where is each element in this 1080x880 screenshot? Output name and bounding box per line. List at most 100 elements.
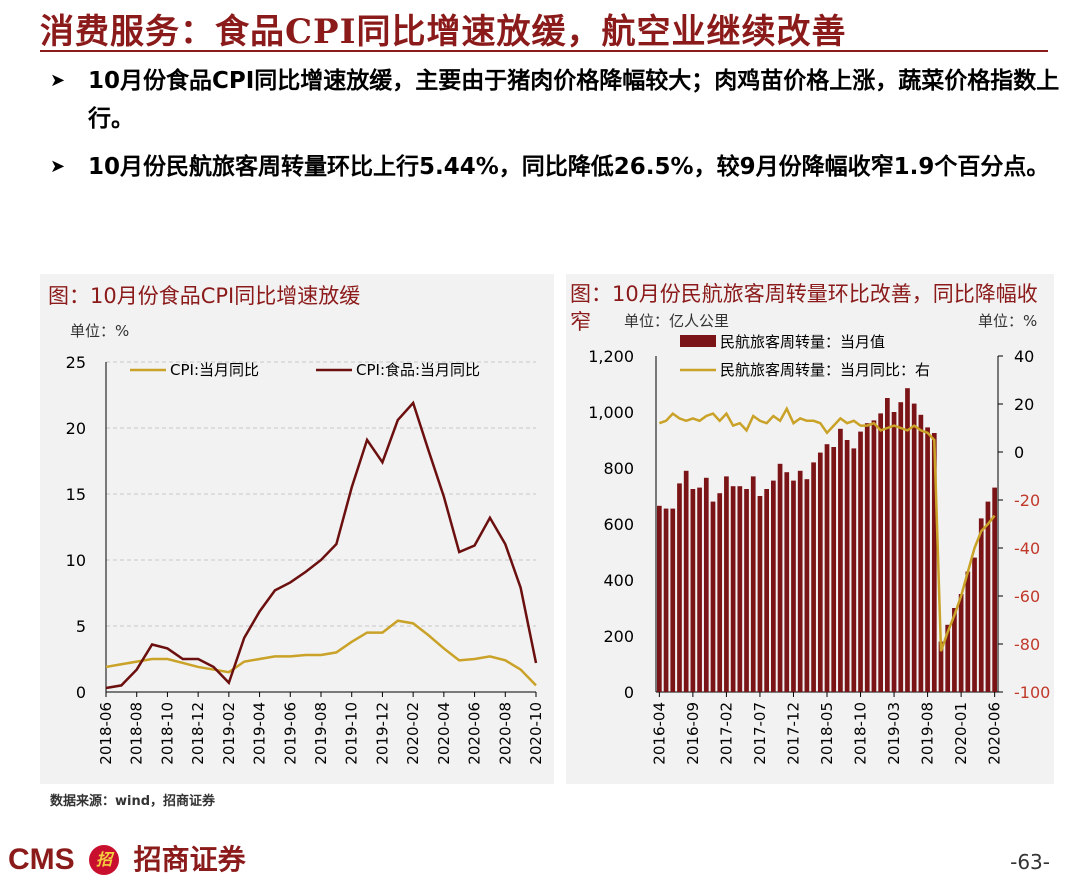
bar	[657, 505, 662, 692]
x-tick-label: 2020-10	[527, 702, 545, 765]
cpi-chart-panel: 图：10月份食品CPI同比增速放缓 单位：% 0 5 10 15 20 25 2018-06…	[40, 274, 554, 784]
aviation-chart-title: 图：10月份民航旅客周转量环比改善，同比降幅收窄	[570, 282, 1038, 334]
legend-label: CPI:食品:当月同比	[356, 361, 480, 379]
aviation-unit-left: 单位：亿人公里	[624, 312, 730, 330]
cpi-series-line	[105, 619, 537, 687]
company-logo: CMS 招 招商证券	[8, 838, 246, 878]
bar	[985, 501, 991, 692]
bullet-item-1: ➤ 10月份食品CPI同比增速放缓，主要由于猪肉价格降幅较大；肉鸡苗价格上涨，蔬…	[50, 62, 1060, 138]
x-tick-label: 2018-10	[852, 702, 870, 765]
y-right-tick-label: -60	[1014, 587, 1040, 606]
y-tick-label: 10	[66, 551, 86, 570]
bar	[972, 557, 977, 692]
bar	[750, 476, 756, 692]
x-tick-label: 2019-04	[251, 702, 269, 765]
bar	[978, 518, 984, 692]
y-tick-label: 25	[66, 353, 86, 372]
yoy-ratio-line	[658, 406, 996, 652]
x-tick-label: 2018-12	[189, 702, 207, 765]
x-tick-label: 2020-06	[986, 702, 1004, 765]
x-tick-label: 2016-09	[684, 702, 702, 765]
bar	[777, 463, 783, 692]
bar	[824, 444, 830, 692]
x-tick-label: 2017-02	[717, 702, 735, 765]
bar	[905, 388, 910, 692]
bullet-item-2: ➤ 10月份民航旅客周转量环比上行5.44%，同比降低26.5%，较9月份降幅收…	[50, 148, 1060, 186]
bar	[958, 594, 964, 692]
bar	[838, 428, 843, 692]
x-tick-label: 2018-10	[158, 702, 176, 765]
food-cpi-series-line	[105, 400, 538, 690]
y-left-tick-label: 0	[624, 683, 634, 702]
title-divider	[40, 50, 1048, 52]
y-tick-label: 15	[66, 485, 86, 504]
x-tick-label: 2018-05	[818, 702, 836, 765]
y-right-tick-label: 20	[1014, 395, 1034, 414]
y-left-tick-label: 400	[603, 571, 634, 590]
x-tick-label: 2019-03	[885, 702, 903, 765]
legend-label: CPI:当月同比	[170, 361, 259, 379]
y-left-tick-label: 1,000	[588, 403, 634, 422]
bar	[724, 476, 729, 692]
y-tick-label: 20	[66, 419, 86, 438]
bar	[938, 641, 944, 692]
y-left-tick-label: 800	[603, 459, 634, 478]
bar	[663, 508, 669, 692]
bar	[683, 470, 689, 692]
bar	[871, 420, 877, 692]
bar	[885, 398, 890, 692]
x-tick-label: 2020-04	[435, 702, 453, 765]
bar	[710, 501, 716, 692]
bar	[965, 571, 971, 692]
bar	[817, 452, 823, 692]
bar	[891, 412, 897, 692]
y-left-tick-label: 600	[603, 515, 634, 534]
logo-badge-icon: 招	[89, 845, 120, 875]
x-tick-label: 2018-06	[97, 702, 115, 765]
bar	[791, 480, 796, 692]
bar	[898, 402, 904, 692]
y-right-tick-label: -80	[1014, 635, 1040, 654]
bar	[952, 608, 957, 692]
arrow-bullet-icon: ➤	[50, 70, 66, 91]
x-tick-label: 2020-01	[952, 702, 970, 765]
bar	[697, 487, 702, 692]
y-right-tick-label: -40	[1014, 539, 1040, 558]
bar	[670, 508, 676, 692]
bar	[784, 472, 790, 692]
bar	[864, 423, 870, 692]
y-right-tick-label: -20	[1014, 491, 1040, 510]
bar	[811, 462, 816, 692]
x-tick-label: 2020-06	[466, 702, 484, 765]
x-tick-label: 2019-10	[343, 702, 361, 765]
arrow-bullet-icon: ➤	[50, 156, 66, 177]
bar	[737, 486, 743, 692]
bar	[677, 483, 682, 692]
cpi-chart: 0 5 10 15 20 25 2018-06 2018-08 2018-10 2018-12 20…	[66, 353, 545, 765]
y-right-tick-label: -100	[1014, 683, 1050, 702]
logo-cms-text: CMS	[8, 843, 75, 876]
page-number: -63-	[1010, 850, 1050, 874]
bar	[858, 431, 863, 692]
bar	[757, 496, 763, 692]
aviation-chart: 0 200 400 600 800 1,000 1,200 -100 -80 -60 -40 -20 0…	[588, 333, 1050, 765]
y-left-tick-label: 1,200	[588, 347, 634, 366]
x-tick-label: 2019-12	[373, 702, 391, 765]
x-tick-label: 2016-04	[650, 702, 668, 765]
logo-company-name: 招商证券	[133, 843, 246, 876]
y-right-tick-label: 40	[1014, 347, 1034, 366]
bar	[878, 413, 883, 692]
bar	[831, 447, 837, 692]
y-tick-label: 0	[76, 683, 86, 702]
bar	[744, 489, 749, 692]
x-tick-label: 2017-12	[784, 702, 802, 765]
aviation-unit-right: 单位：%	[978, 312, 1038, 330]
bar	[764, 489, 769, 692]
bar	[771, 480, 776, 692]
legend-label: 民航旅客周转量：当月同比：右	[720, 361, 930, 379]
bar	[945, 624, 951, 692]
x-tick-label: 2020-02	[404, 702, 422, 765]
x-tick-label: 2017-07	[751, 702, 769, 765]
bullet-text-2: 10月份民航旅客周转量环比上行5.44%，同比降低26.5%，较9月份降幅收窄1…	[88, 154, 1050, 180]
